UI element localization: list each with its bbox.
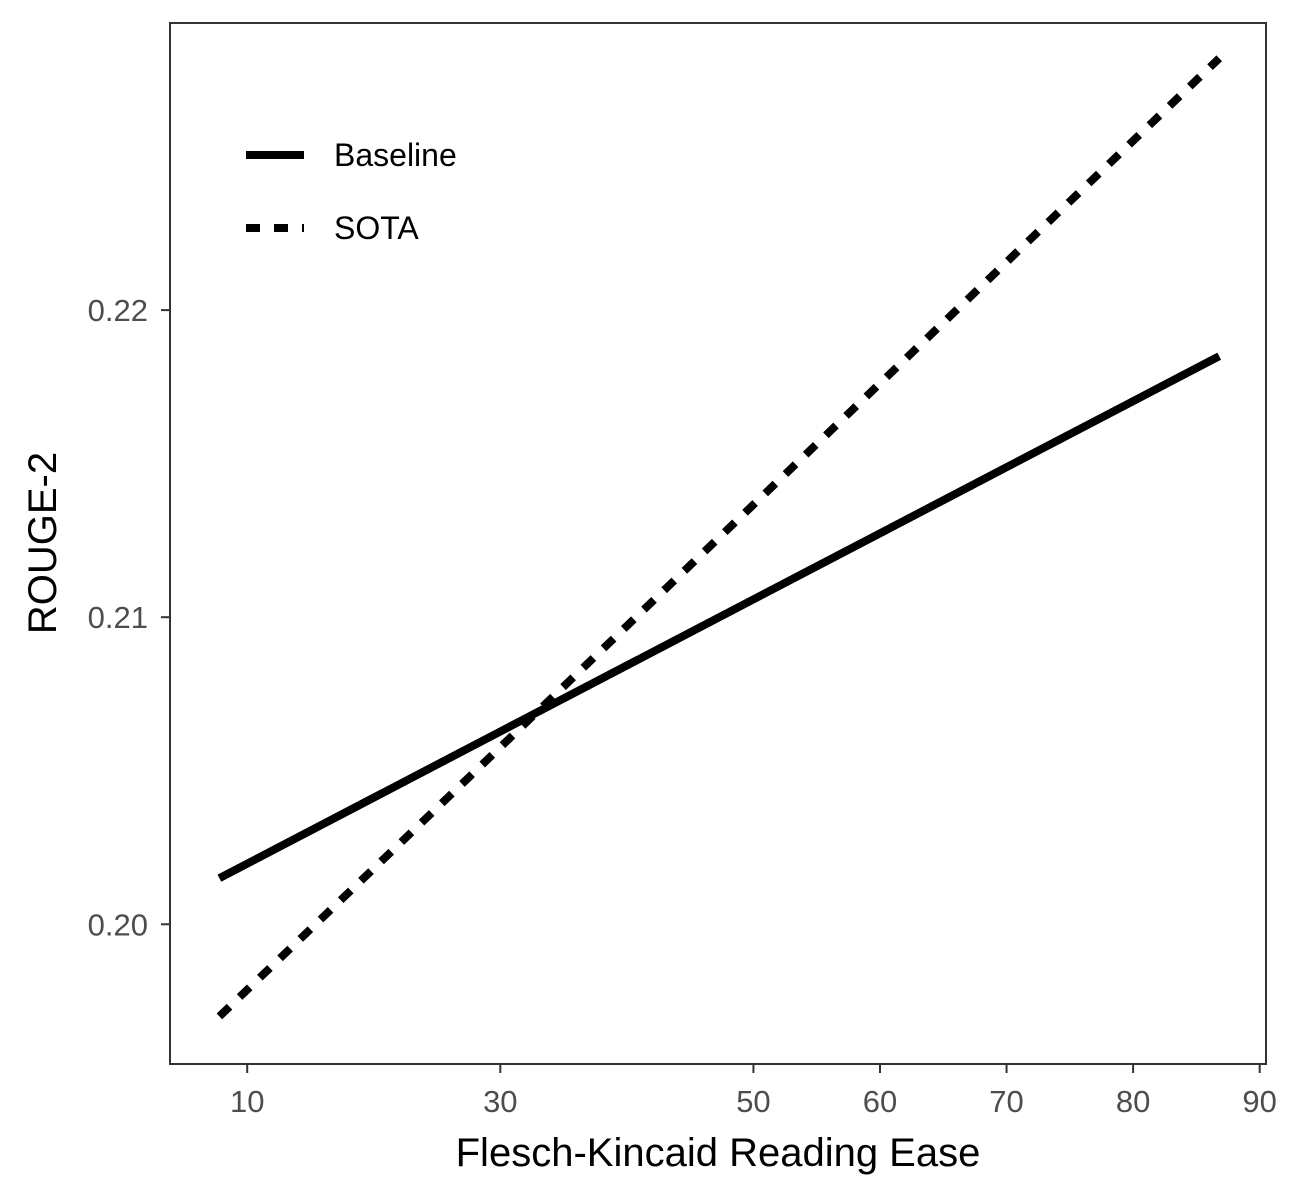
- x-tick-label: 50: [736, 1084, 770, 1119]
- x-tick-label: 10: [230, 1084, 264, 1119]
- y-tick-label: 0.21: [88, 600, 148, 635]
- legend: Baseline SOTA: [246, 137, 457, 246]
- legend-label-sota: SOTA: [334, 210, 419, 246]
- legend-label-baseline: Baseline: [334, 137, 457, 173]
- x-tick-label: 90: [1242, 1084, 1276, 1119]
- y-tick-label: 0.22: [88, 293, 148, 328]
- series-layer: [216, 55, 1222, 1020]
- y-axis-title: ROUGE-2: [21, 452, 65, 634]
- y-tick-label: 0.20: [88, 907, 148, 942]
- x-tick-label: 70: [989, 1084, 1023, 1119]
- x-axis-title: Flesch-Kincaid Reading Ease: [456, 1131, 981, 1175]
- series-line-sota: [216, 55, 1222, 1020]
- x-tick-label: 80: [1116, 1084, 1150, 1119]
- series-line-baseline: [217, 352, 1222, 882]
- x-tick-label: 60: [863, 1084, 897, 1119]
- y-axis: 0.20 0.21 0.22: [88, 293, 170, 942]
- x-axis: 10 30 50 60 70 80 90: [230, 1064, 1277, 1119]
- x-tick-label: 30: [483, 1084, 517, 1119]
- panel-border: [169, 22, 1267, 1065]
